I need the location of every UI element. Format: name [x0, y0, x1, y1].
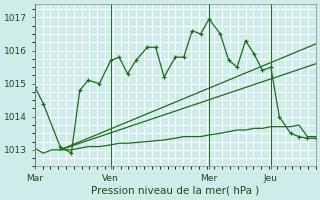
X-axis label: Pression niveau de la mer( hPa ): Pression niveau de la mer( hPa ) — [91, 186, 260, 196]
